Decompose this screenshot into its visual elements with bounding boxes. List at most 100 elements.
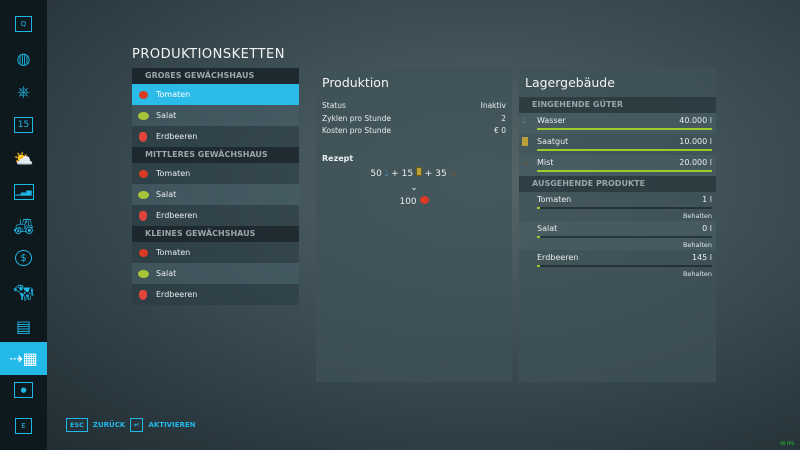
fill-bar: [537, 149, 712, 151]
list-item-strawberry[interactable]: Erdbeeren: [132, 284, 299, 305]
back-button[interactable]: ESC ZURÜCK: [66, 418, 125, 432]
group-header: KLEINES GEWÄCHSHAUS: [132, 226, 299, 242]
tomato-icon: [137, 247, 149, 259]
water-icon: 💧︎: [522, 116, 526, 125]
plus: +: [424, 168, 433, 179]
manure-icon: ♨: [522, 158, 530, 167]
tomato-icon: [419, 195, 429, 204]
list-item-label: Salat: [156, 269, 177, 278]
output-mode-button[interactable]: Behalten: [682, 212, 712, 220]
esc-key: ESC: [66, 418, 88, 432]
sidebar-q-key[interactable]: Q: [0, 9, 47, 39]
activate-button[interactable]: ↵ AKTIVIEREN: [130, 418, 196, 432]
output-mode-button[interactable]: Behalten: [682, 270, 712, 278]
incoming-item: 💧︎ Wasser 40.000 l: [519, 113, 716, 134]
costs-row: Kosten pro Stunde € 0: [316, 125, 512, 138]
group-header: MITTLERES GEWÄCHSHAUS: [132, 147, 299, 163]
tomato-icon: [137, 168, 149, 180]
calendar-icon[interactable]: 15: [0, 110, 47, 140]
list-item-strawberry[interactable]: Erdbeeren: [132, 126, 299, 147]
item-value: 145 l: [691, 253, 712, 262]
water-icon: 💧︎: [384, 168, 389, 179]
tractor-icon[interactable]: 🚜︎: [13, 216, 34, 236]
incoming-item: ♨ Mist 20.000 l: [519, 155, 716, 176]
item-label: Erdbeeren: [537, 253, 579, 262]
item-label: Wasser: [537, 116, 566, 125]
list-item-label: Erdbeeren: [156, 290, 198, 299]
enter-key: ↵: [130, 418, 144, 432]
water-amount: 50: [370, 168, 382, 179]
list-item-tomato[interactable]: Tomaten: [132, 84, 299, 105]
activate-label: AKTIVIEREN: [148, 421, 196, 429]
item-value: 10.000 l: [679, 137, 712, 146]
outgoing-item: Erdbeeren 145 l Behalten: [519, 250, 716, 279]
item-value: 1 l: [702, 195, 712, 204]
list-item-label: Salat: [156, 111, 177, 120]
page-title: PRODUKTIONSKETTEN: [132, 47, 285, 62]
production-panel: Produktion Status Inaktiv Zyklen pro Stun…: [316, 68, 512, 382]
fill-bar: [537, 265, 712, 267]
lettuce-icon: [137, 268, 149, 280]
list-item-label: Tomaten: [156, 169, 191, 178]
list-item-strawberry[interactable]: Erdbeeren: [132, 205, 299, 226]
steering-wheel-icon[interactable]: ⎈: [17, 82, 30, 101]
production-chain-list: GROßES GEWÄCHSHAUS Tomaten Salat Erdbeeren M…: [132, 68, 299, 305]
seeds-icon: [415, 166, 422, 176]
list-item-tomato[interactable]: Tomaten: [132, 242, 299, 263]
outgoing-item: Tomaten 1 l Behalten: [519, 192, 716, 221]
dollar-icon[interactable]: $: [0, 243, 47, 273]
storage-title: Lagergebäude: [525, 75, 615, 90]
cycles-row: Zyklen pro Stunde 2: [316, 113, 512, 126]
tomato-icon: [137, 89, 149, 101]
incoming-header: EINGEHENDE GÜTER: [519, 97, 716, 113]
production-chain-icon[interactable]: ⇢▦: [0, 342, 47, 375]
output-mode-button[interactable]: Behalten: [682, 241, 712, 249]
status-value: Inaktiv: [480, 101, 506, 110]
item-value: 20.000 l: [679, 158, 712, 167]
storage-panel: Lagergebäude EINGEHENDE GÜTER 💧︎ Wasser 40…: [519, 68, 716, 382]
recipe-label: Rezept: [322, 153, 354, 163]
plus: +: [391, 168, 399, 179]
manure-amount: 35: [435, 168, 447, 179]
list-item-tomato[interactable]: Tomaten: [132, 163, 299, 184]
outgoing-header: AUSGEHENDE PRODUKTE: [519, 176, 716, 192]
lettuce-icon: [137, 110, 149, 122]
recipe-inputs: 50 💧︎ + 15 + 35 ♨: [316, 166, 512, 181]
fill-bar: [537, 207, 712, 209]
costs-value: € 0: [494, 126, 506, 135]
help-icon[interactable]: ●: [0, 375, 47, 405]
list-item-lettuce[interactable]: Salat: [132, 263, 299, 284]
fps-counter: 60 FPS: [780, 441, 794, 446]
outgoing-item: Salat 0 l Behalten: [519, 221, 716, 250]
chevron-down-icon: ⌄: [410, 182, 418, 193]
list-item-lettuce[interactable]: Salat: [132, 105, 299, 126]
weather-icon[interactable]: ⛅: [13, 148, 34, 168]
item-label: Tomaten: [537, 195, 572, 204]
cycles-value: 2: [501, 113, 506, 123]
sidebar: Q ◍ ⎈ 15 ⛅ ▁▃▅ 🚜︎ $ 🐄︎ ▤ ⇢▦ ● E: [0, 0, 47, 450]
fill-bar: [537, 236, 712, 238]
item-value: 40.000 l: [679, 116, 712, 125]
item-label: Salat: [537, 224, 558, 233]
chart-icon[interactable]: ▁▃▅: [0, 177, 47, 207]
sidebar-e-key[interactable]: E: [0, 411, 47, 441]
list-item-label: Erdbeeren: [156, 132, 198, 141]
list-item-lettuce[interactable]: Salat: [132, 184, 299, 205]
group-header: GROßES GEWÄCHSHAUS: [132, 68, 299, 84]
seeds-icon: [522, 137, 528, 148]
recipe-output: 100: [316, 195, 512, 209]
map-icon[interactable]: ◍: [16, 48, 31, 68]
contracts-icon[interactable]: ▤: [15, 316, 32, 336]
seeds-amount: 15: [401, 168, 414, 179]
list-item-label: Tomaten: [156, 90, 191, 99]
status-label: Status: [322, 101, 346, 110]
back-label: ZURÜCK: [92, 421, 126, 429]
strawberry-icon: [137, 210, 149, 222]
strawberry-icon: [137, 131, 149, 143]
production-title: Produktion: [322, 75, 389, 90]
cow-icon[interactable]: 🐄︎: [13, 282, 34, 302]
status-row: Status Inaktiv: [316, 100, 512, 113]
list-item-label: Erdbeeren: [156, 211, 198, 220]
list-item-label: Tomaten: [156, 248, 191, 257]
cycles-label: Zyklen pro Stunde: [322, 113, 391, 123]
